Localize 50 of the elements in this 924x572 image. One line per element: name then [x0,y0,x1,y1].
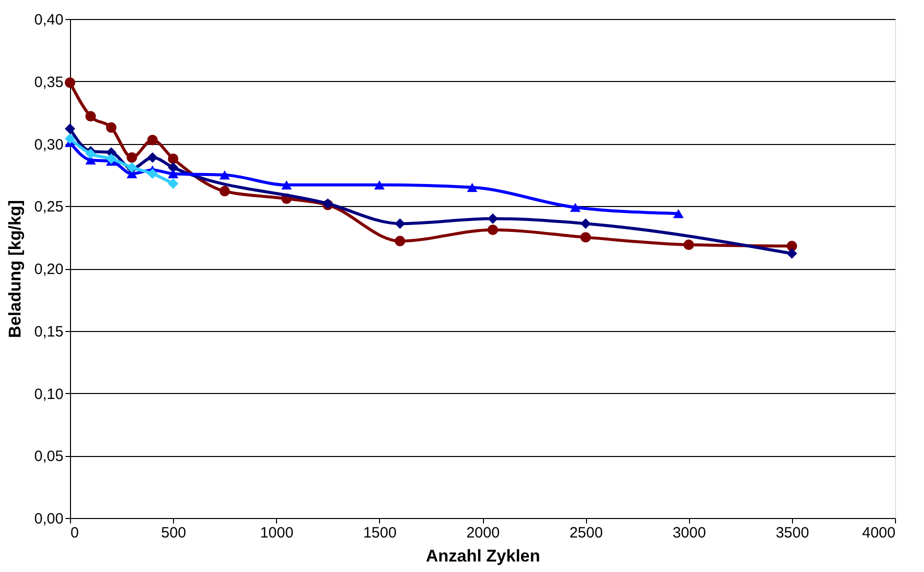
point [580,218,591,229]
point [85,148,96,159]
point [394,218,406,229]
x-tick-label: 4000 [862,524,896,542]
point [580,232,591,243]
point [64,77,76,88]
point [168,162,178,173]
y-axis-title: Beladung [kg/kg] [5,200,24,338]
point [374,180,385,190]
point [673,209,684,218]
point [394,236,406,246]
x-tick-label: 1500 [363,524,397,542]
y-tick-label: 0,35 [34,74,64,91]
point [106,122,116,133]
y-tick-label: 0,05 [34,448,64,466]
y-tick-label: 0,00 [34,510,64,528]
point [219,170,230,180]
point [147,134,158,146]
x-tick-label: 2500 [569,524,603,542]
point [466,182,478,192]
point [64,134,76,144]
y-tick-label: 0,30 [34,136,64,154]
y-tick-label: 0,40 [34,12,64,28]
point [168,178,178,189]
x-tick-label: 3000 [672,524,706,542]
x-tick-label: 0 [70,524,79,542]
point [570,202,581,212]
point [126,152,138,163]
point [219,186,230,196]
y-tick-label: 0,10 [34,386,64,403]
point [684,240,694,250]
point [85,111,96,122]
point [147,168,158,179]
point [64,124,76,134]
point [786,248,798,259]
point [106,153,116,164]
point [147,152,158,163]
x-tick-label: 1000 [260,524,294,542]
x-axis-title: Anzahl Zyklen [426,546,540,566]
point [281,180,292,190]
y-tick-label: 0,25 [34,198,64,216]
x-tick-label: 3500 [776,524,810,542]
y-tick-label: 0,15 [34,323,64,340]
point [168,153,178,164]
y-tick-label: 0,20 [34,261,64,278]
x-tick-label: 500 [161,524,186,542]
point [168,169,178,178]
x-tick-label: 2000 [466,524,500,542]
point [488,224,498,236]
point [488,213,498,224]
